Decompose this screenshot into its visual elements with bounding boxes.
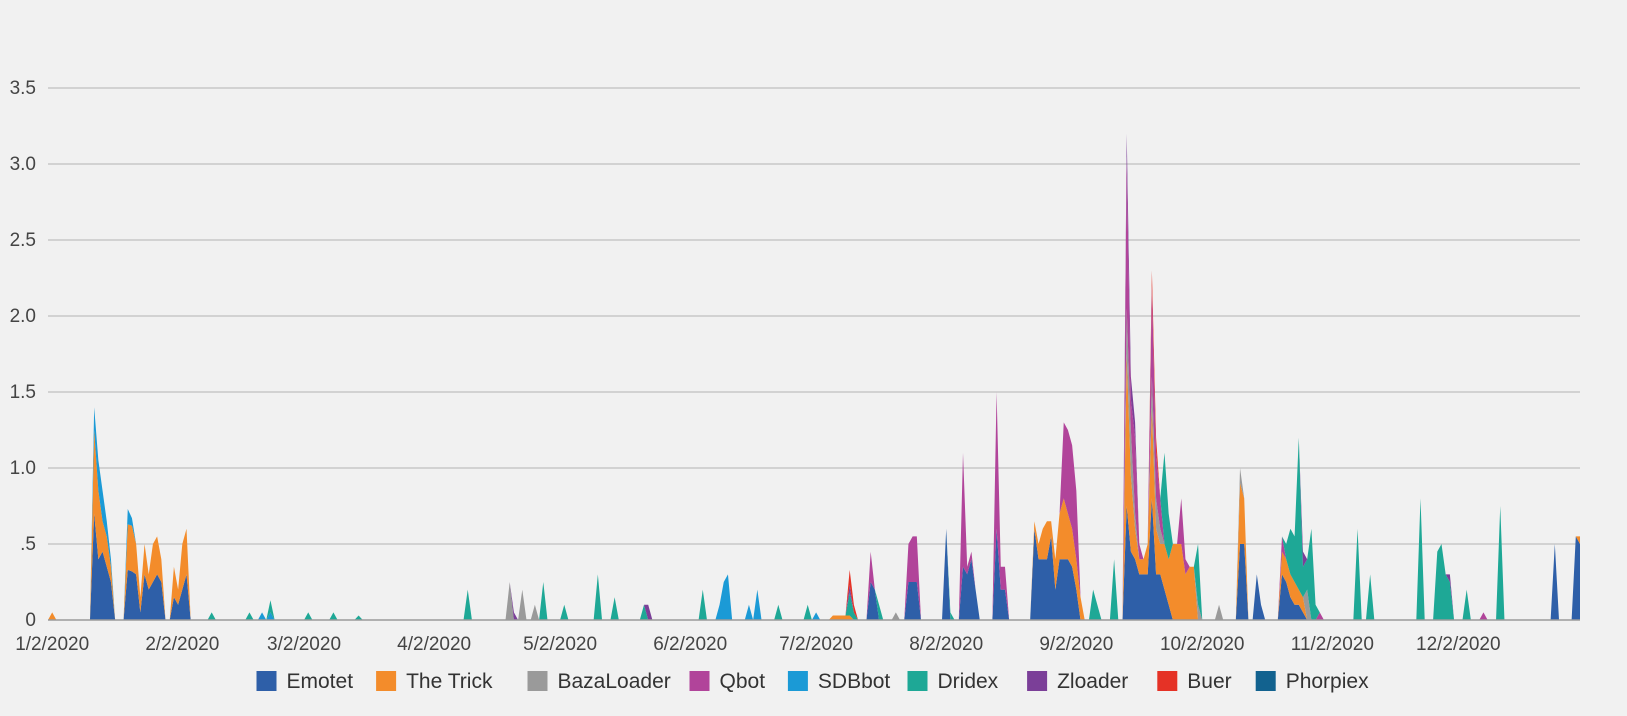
y-tick-label: 3.5 xyxy=(10,78,36,99)
legend-label: Phorpiex xyxy=(1286,670,1369,693)
legend-swatch xyxy=(1157,671,1178,691)
x-tick-label: 2/2/2020 xyxy=(145,634,219,655)
legend-label: Buer xyxy=(1187,670,1231,693)
legend-label: The Trick xyxy=(406,670,493,693)
x-tick-label: 5/2/2020 xyxy=(523,634,597,655)
series-area-phorpiex xyxy=(48,133,1580,620)
legend: Emotet The Trick BazaLoader Qbot SDBbot Dride… xyxy=(256,670,1369,693)
y-tick-label: 1.5 xyxy=(10,382,36,403)
y-tick-label: 2.5 xyxy=(10,230,36,251)
gridlines xyxy=(48,87,1580,545)
legend-item-buer: Buer xyxy=(1157,670,1232,693)
legend-swatch xyxy=(689,671,710,691)
legend-swatch xyxy=(1027,671,1048,691)
legend-swatch xyxy=(376,671,397,691)
x-tick-label: 1/2/2020 xyxy=(15,634,89,655)
legend-swatch xyxy=(527,671,548,691)
legend-item-zloader: Zloader xyxy=(1027,670,1128,693)
series-area-sdbbot xyxy=(48,156,1580,620)
legend-swatch xyxy=(1255,671,1276,691)
x-tick-label: 11/2/2020 xyxy=(1291,634,1374,655)
series-area-dridex xyxy=(48,156,1580,620)
legend-item-the-trick: The Trick xyxy=(376,670,493,693)
x-tick-label: 6/2/2020 xyxy=(653,634,727,655)
x-tick-label: 12/2/2020 xyxy=(1416,634,1501,655)
series-area-qbot xyxy=(48,156,1580,620)
legend-item-phorpiex: Phorpiex xyxy=(1255,670,1369,693)
legend-label: BazaLoader xyxy=(558,670,671,693)
y-tick-label: .5 xyxy=(20,534,36,555)
series-area-bazaloader xyxy=(48,308,1580,620)
legend-item-qbot: Qbot xyxy=(689,670,766,693)
legend-item-sdbbot: SDBbot xyxy=(787,670,891,693)
legend-label: Dridex xyxy=(938,670,999,693)
series-area-emotet xyxy=(48,498,1580,620)
axes: 0 .5 1.0 1.5 2.0 2.5 3.0 3.5 1/2/2020 2/2/2020 3/2… xyxy=(10,78,1580,655)
x-tick-label: 3/2/2020 xyxy=(267,634,341,655)
y-tick-label: 1.0 xyxy=(10,458,36,479)
legend-label: Qbot xyxy=(720,670,766,693)
series-area-buer xyxy=(48,133,1580,620)
series-area-the-trick xyxy=(48,354,1580,620)
plot-area xyxy=(48,133,1580,620)
y-tick-label: 0 xyxy=(25,610,36,631)
x-tick-label: 9/2/2020 xyxy=(1039,634,1113,655)
legend-label: SDBbot xyxy=(818,670,891,693)
x-tick-label: 10/2/2020 xyxy=(1160,634,1245,655)
y-tick-label: 3.0 xyxy=(10,154,36,175)
legend-swatch xyxy=(256,671,277,691)
legend-item-emotet: Emotet xyxy=(256,670,354,693)
x-tick-label: 7/2/2020 xyxy=(779,634,853,655)
legend-swatch xyxy=(787,671,808,691)
x-tick-label: 8/2/2020 xyxy=(909,634,983,655)
legend-item-dridex: Dridex xyxy=(907,670,999,693)
x-tick-label: 4/2/2020 xyxy=(397,634,471,655)
legend-item-bazaloader: BazaLoader xyxy=(527,670,671,693)
y-tick-label: 2.0 xyxy=(10,306,36,327)
legend-label: Emotet xyxy=(287,670,354,693)
legend-swatch xyxy=(907,671,928,691)
series-area-zloader xyxy=(48,133,1580,620)
legend-label: Zloader xyxy=(1057,670,1128,693)
